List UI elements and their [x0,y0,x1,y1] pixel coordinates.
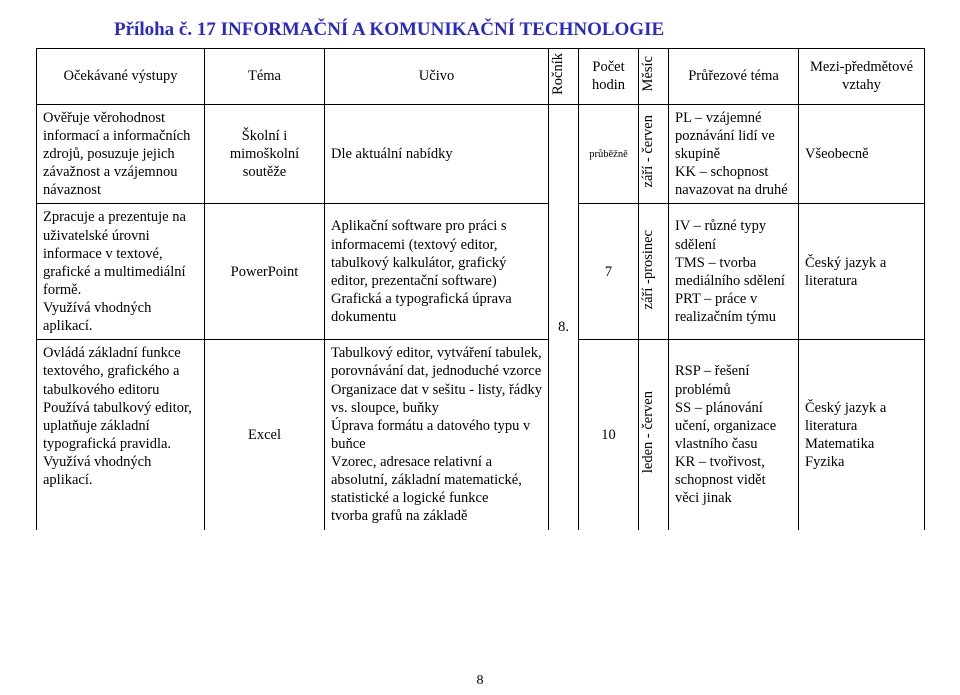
cell-theme: PowerPoint [205,204,325,340]
cell-cross: IV – různé typy sděleníTMS – tvorba medi… [669,204,799,340]
col-header-outputs: Očekávané výstupy [37,48,205,104]
cell-links: Český jazyk a literatura [799,204,925,340]
cell-cross: PL – vzájemné poznávání lidí ve skupiněK… [669,104,799,204]
cell-content: Dle aktuální nabídky [325,104,549,204]
cell-content: Aplikační software pro práci s informace… [325,204,549,340]
col-header-content: Učivo [325,48,549,104]
cell-outputs: Zpracuje a prezentuje na uživatelské úro… [37,204,205,340]
cell-theme: Školní i mimoškolní soutěže [205,104,325,204]
cell-links: Český jazyk a literaturaMatematikaFyzika [799,340,925,530]
cell-grade [549,104,579,204]
table-row: Zpracuje a prezentuje na uživatelské úro… [37,204,925,340]
cell-month: září - červen [639,104,669,204]
cell-month: září -prosinec [639,204,669,340]
col-header-cross: Průřezové téma [669,48,799,104]
cell-theme: Excel [205,340,325,530]
curriculum-table: Očekávané výstupy Téma Učivo Ročník Poče… [36,48,925,530]
cell-outputs: Ovládá základní funkce textového, grafic… [37,340,205,530]
col-header-grade: Ročník [549,48,579,104]
page-number: 8 [0,672,960,690]
cell-links: Všeobecně [799,104,925,204]
cell-hours: 10 [579,340,639,530]
cell-grade: 8. [549,204,579,340]
cell-month: leden - červen [639,340,669,530]
table-row: Ověřuje věrohodnost informací a informač… [37,104,925,204]
cell-content: Tabulkový editor, vytváření tabulek, por… [325,340,549,530]
table-row: Ovládá základní funkce textového, grafic… [37,340,925,530]
cell-hours: 7 [579,204,639,340]
cell-grade [549,340,579,530]
cell-cross: RSP – řešení problémůSS – plánování učen… [669,340,799,530]
cell-hours: průběžně [579,104,639,204]
col-header-month: Měsíc [639,48,669,104]
table-header-row: Očekávané výstupy Téma Učivo Ročník Poče… [37,48,925,104]
cell-outputs: Ověřuje věrohodnost informací a informač… [37,104,205,204]
col-header-theme: Téma [205,48,325,104]
col-header-hours: Počet hodin [579,48,639,104]
col-header-links: Mezi-předmětové vztahy [799,48,925,104]
page-title: Příloha č. 17 INFORMAČNÍ A KOMUNIKAČNÍ T… [114,18,924,42]
